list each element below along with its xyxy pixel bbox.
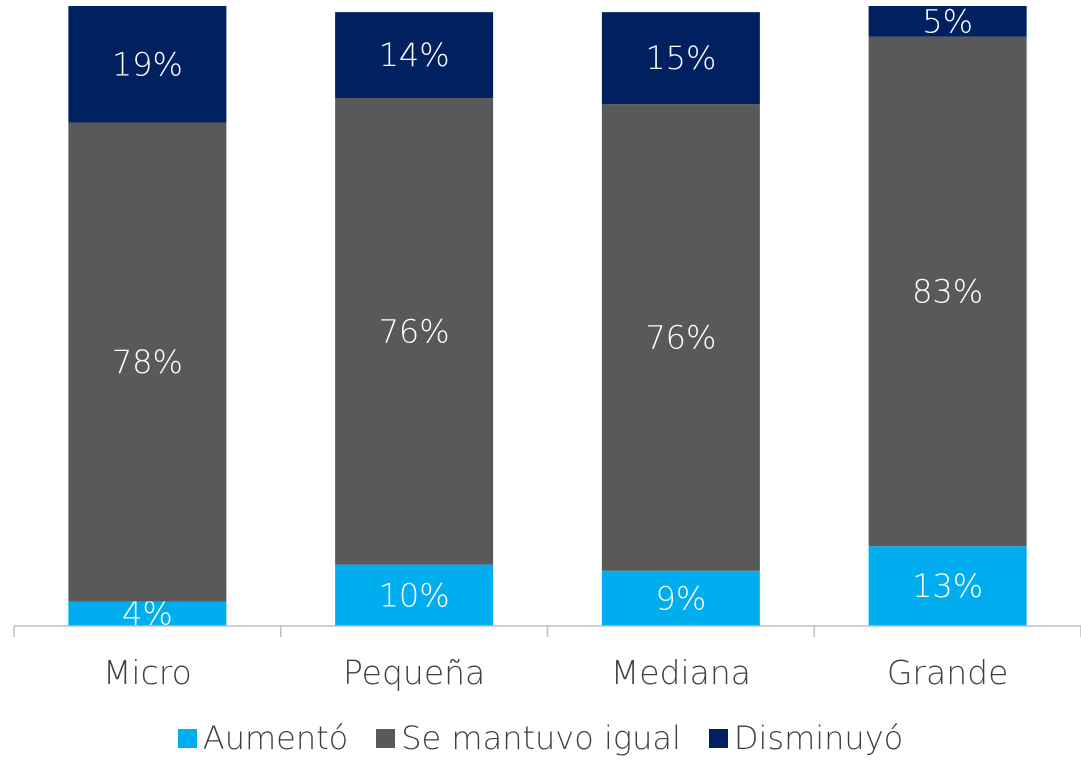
data-label: 15% xyxy=(645,39,716,77)
legend-swatch xyxy=(708,728,728,748)
legend-item: Disminuyó xyxy=(708,719,904,757)
legend-label: Aumentó xyxy=(202,719,349,757)
bar-segment-2-3 xyxy=(601,104,760,571)
bar-segment-1-2 xyxy=(335,564,494,626)
data-label: 14% xyxy=(379,36,450,74)
data-label: 76% xyxy=(645,318,716,356)
data-label: 78% xyxy=(112,343,183,381)
data-label: 19% xyxy=(112,45,183,83)
category-label: Grande xyxy=(887,653,1009,692)
bar-segment-3-3 xyxy=(601,12,760,105)
bar-segment-3-2 xyxy=(335,12,494,99)
data-label: 13% xyxy=(912,567,983,605)
category-label: Micro xyxy=(103,653,192,692)
legend: Aumentó Se mantuvo igual Disminuyó xyxy=(0,716,1081,760)
bar-segment-2-2 xyxy=(335,98,494,565)
bar-segment-1-4 xyxy=(868,546,1027,626)
bar-segment-3-1 xyxy=(68,6,227,123)
legend-item: Se mantuvo igual xyxy=(376,719,681,757)
legend-item: Aumentó xyxy=(177,719,349,757)
data-label: 83% xyxy=(912,272,983,310)
bar-segment-2-1 xyxy=(68,122,227,602)
legend-label: Disminuyó xyxy=(733,719,904,757)
bar-segment-1-1 xyxy=(68,601,227,626)
bar-segment-3-4 xyxy=(868,6,1027,37)
category-label: Mediana xyxy=(611,653,751,692)
data-label: 10% xyxy=(379,576,450,614)
legend-label: Se mantuvo igual xyxy=(401,719,681,757)
category-label: Pequeña xyxy=(343,653,485,692)
data-label: 9% xyxy=(655,579,706,617)
data-label: 5% xyxy=(922,2,973,40)
bar-segment-1-3 xyxy=(601,570,760,626)
legend-swatch xyxy=(376,728,396,748)
legend-swatch xyxy=(177,728,197,748)
stacked-bar-chart: 4%78%19%Micro10%76%14%Pequeña9%76%15%Med… xyxy=(13,2,1081,692)
data-label: 76% xyxy=(379,312,450,350)
bar-segment-2-4 xyxy=(868,36,1027,547)
